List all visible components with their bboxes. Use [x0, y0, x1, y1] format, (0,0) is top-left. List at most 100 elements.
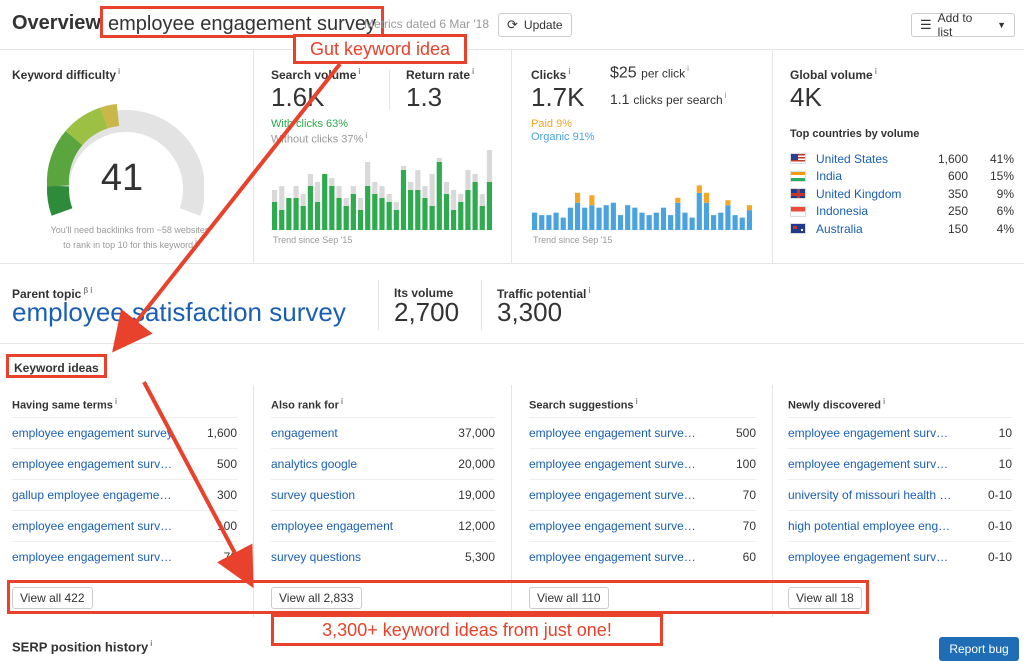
keyword-link[interactable]: survey question — [271, 488, 356, 502]
info-icon[interactable]: i — [568, 67, 571, 76]
add-to-list-button[interactable]: ☰ Add to list ▼ — [911, 11, 1015, 39]
clicks-volume-bar — [336, 198, 342, 230]
info-icon[interactable]: i — [365, 131, 368, 140]
return-rate-value: 1.3 — [406, 82, 443, 112]
view-all-button[interactable]: View all 2,833 — [271, 587, 362, 609]
keyword-link[interactable]: employee engagement surv… — [788, 426, 949, 440]
clicks-volume-bar — [307, 186, 313, 230]
info-icon[interactable]: i — [114, 397, 118, 406]
keyword-link[interactable]: employee engagement surv… — [12, 457, 173, 471]
list-item: employee engagement surv… 70 — [12, 541, 237, 572]
keyword-link[interactable]: employee engagement survey… — [529, 550, 699, 564]
info-icon[interactable]: i — [882, 397, 886, 406]
keyword-link[interactable]: high potential employee eng… — [788, 519, 951, 533]
keyword-link[interactable]: employee engagement surv… — [788, 457, 949, 471]
organic-bar — [696, 192, 702, 230]
clicks-volume-bar — [408, 190, 414, 230]
info-icon[interactable]: i — [90, 286, 93, 295]
keyword-volume: 70 — [742, 519, 756, 533]
list-item: employee engagement surv… 10 — [788, 448, 1012, 479]
keyword-link[interactable]: employee engagement survey… — [529, 519, 699, 533]
keyword-link[interactable]: employee engagement survey… — [529, 426, 699, 440]
gauge-seg-2 — [46, 130, 83, 187]
paid-bar — [746, 205, 752, 211]
clicks-volume-bar — [357, 210, 364, 230]
info-icon[interactable]: i — [472, 67, 475, 76]
country-volume: 150 — [947, 221, 968, 236]
difficulty-score: 41 — [101, 157, 143, 199]
search-suggestions-column: Search suggestions i employee engagement … — [512, 385, 773, 617]
cost-per-click: $25 — [610, 64, 637, 82]
keyword-link[interactable]: employee engagement surv… — [788, 550, 949, 564]
list-item: gallup employee engageme… 300 — [12, 479, 237, 510]
divider — [378, 280, 379, 330]
country-name[interactable]: United States — [816, 151, 889, 166]
organic-bar — [539, 215, 545, 230]
keyword-link[interactable]: engagement — [271, 426, 338, 440]
keyword-volume: 10 — [998, 457, 1012, 471]
list-item: employee engagement survey… 60 — [529, 541, 756, 572]
clicks-volume-bar — [329, 186, 335, 230]
country-name[interactable]: Indonesia — [816, 204, 869, 219]
info-icon[interactable]: i — [874, 67, 877, 76]
paid-bar — [696, 185, 702, 193]
country-name[interactable]: Australia — [816, 221, 863, 236]
view-all-button[interactable]: View all 422 — [12, 587, 93, 609]
clicks-volume-bar — [472, 182, 478, 230]
info-icon[interactable]: i — [358, 67, 361, 76]
keyword-difficulty-label: Keyword difficulty — [12, 68, 117, 82]
organic-bar — [574, 202, 581, 230]
paid-bar — [703, 192, 710, 203]
info-icon[interactable]: i — [118, 67, 121, 76]
keyword-title: employee engagement survey — [100, 6, 384, 38]
keyword-link[interactable]: employee engagement surv… — [12, 519, 173, 533]
view-all-button[interactable]: View all 110 — [529, 587, 609, 609]
clicks-volume-bar — [400, 170, 407, 230]
keyword-link[interactable]: survey questions — [271, 550, 362, 564]
clicks-volume-bar — [300, 206, 306, 230]
update-button[interactable]: ⟳ Update — [498, 13, 572, 37]
clicks-volume-bar — [465, 190, 471, 230]
keyword-link[interactable]: analytics google — [271, 457, 358, 471]
country-table: United States 1,600 41% India 600 15% Un… — [790, 150, 1014, 238]
country-name[interactable]: India — [816, 169, 843, 184]
keyword-link[interactable]: university of missouri health … — [788, 488, 952, 502]
info-icon[interactable]: i — [150, 639, 153, 648]
keyword-volume: 1,600 — [206, 426, 237, 440]
keyword-volume: 100 — [216, 519, 237, 533]
organic-bar — [617, 215, 624, 230]
organic-bar — [746, 210, 752, 230]
clicks-volume-bar — [350, 194, 356, 230]
keyword-link[interactable]: employee engagement surv… — [12, 550, 173, 564]
clicks-volume-bar — [379, 198, 385, 230]
organic-bar — [546, 215, 552, 230]
parent-topic-link[interactable]: employee satisfaction survey — [12, 297, 346, 327]
page-title: Overview: — [12, 12, 108, 34]
info-icon[interactable]: i — [635, 397, 638, 406]
keyword-link[interactable]: employee engagement survey… — [529, 488, 699, 502]
without-clicks-stat: Without clicks 37% — [271, 133, 364, 146]
info-icon[interactable]: i — [195, 237, 197, 246]
traffic-potential-label: Traffic potential — [497, 287, 587, 301]
keyword-link[interactable]: employee engagement — [271, 519, 394, 533]
info-icon[interactable]: i — [687, 64, 689, 73]
info-icon[interactable]: i — [724, 91, 727, 101]
paid-bar — [675, 197, 681, 203]
chevron-down-icon: ▼ — [997, 20, 1006, 30]
info-icon[interactable]: i — [588, 286, 591, 295]
clicks-volume-bar — [451, 210, 457, 230]
keyword-link[interactable]: gallup employee engageme… — [12, 488, 172, 502]
organic-bar — [589, 205, 595, 230]
info-icon[interactable]: i — [340, 397, 344, 406]
keyword-volume: 0-10 — [987, 550, 1012, 564]
keyword-link[interactable]: employee engagement survey… — [529, 457, 699, 471]
keyword-volume: 10 — [998, 426, 1012, 440]
keyword-volume: 37,000 — [458, 426, 495, 440]
country-percent: 41% — [989, 151, 1014, 166]
view-all-button[interactable]: View all 18 — [788, 587, 862, 609]
report-bug-button[interactable]: Report bug — [939, 637, 1019, 661]
organic-bar — [703, 202, 710, 230]
country-name[interactable]: United Kingdom — [816, 186, 902, 201]
paid-bar — [574, 192, 581, 203]
keyword-link[interactable]: employee engagement survey — [12, 426, 173, 440]
